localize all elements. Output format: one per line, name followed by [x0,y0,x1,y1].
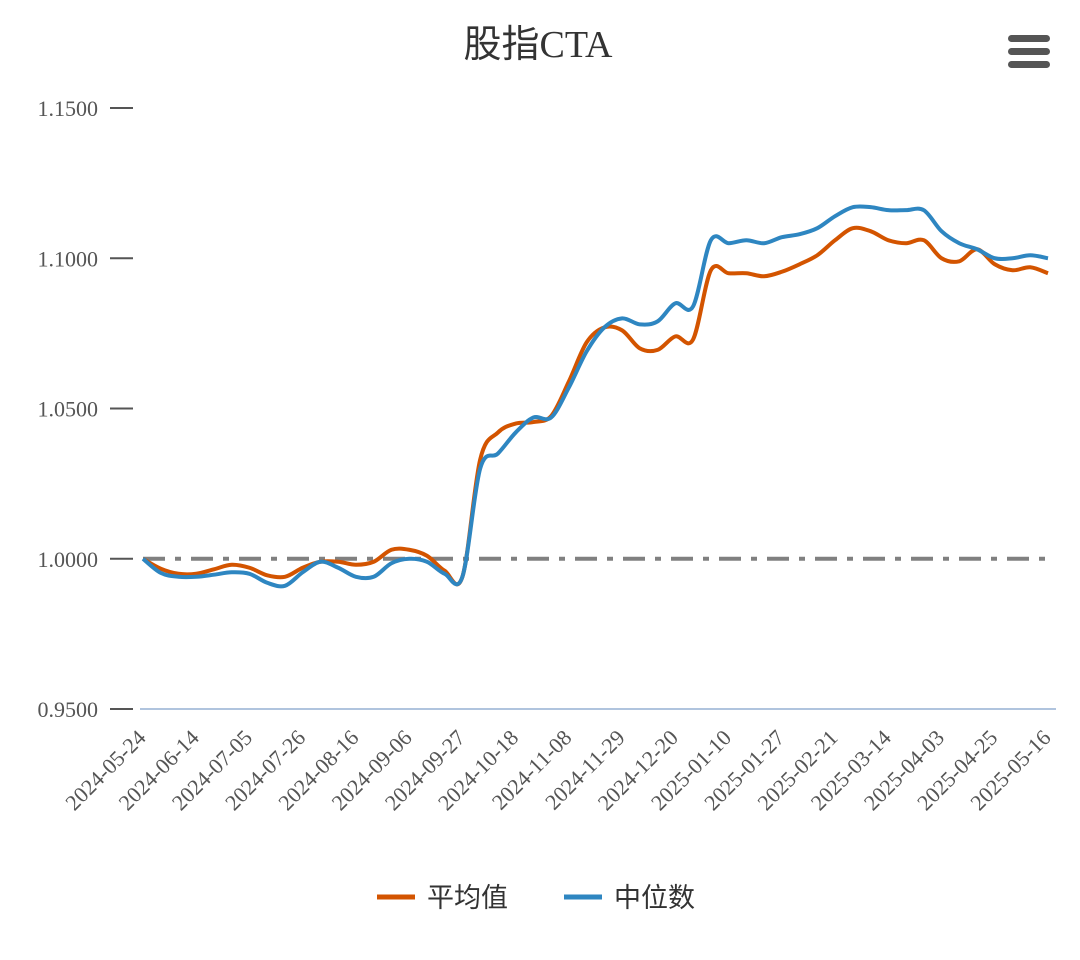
menu-bar[interactable] [1008,48,1050,55]
menu-bar[interactable] [1008,61,1050,68]
y-tick-label: 1.0000 [38,547,99,572]
y-tick-label: 1.1500 [38,96,99,121]
y-tick-label: 1.0500 [38,397,99,422]
menu-icon[interactable] [1008,35,1050,68]
legend-label: 中位数 [614,883,695,913]
legend-label: 平均值 [427,883,508,913]
y-tick-label: 1.1000 [38,246,99,271]
series-line [141,204,1049,589]
y-tick-label: 0.9500 [38,697,99,722]
menu-bar[interactable] [1008,35,1050,42]
chart-title: 股指CTA [464,24,614,66]
series-line [142,225,1049,587]
